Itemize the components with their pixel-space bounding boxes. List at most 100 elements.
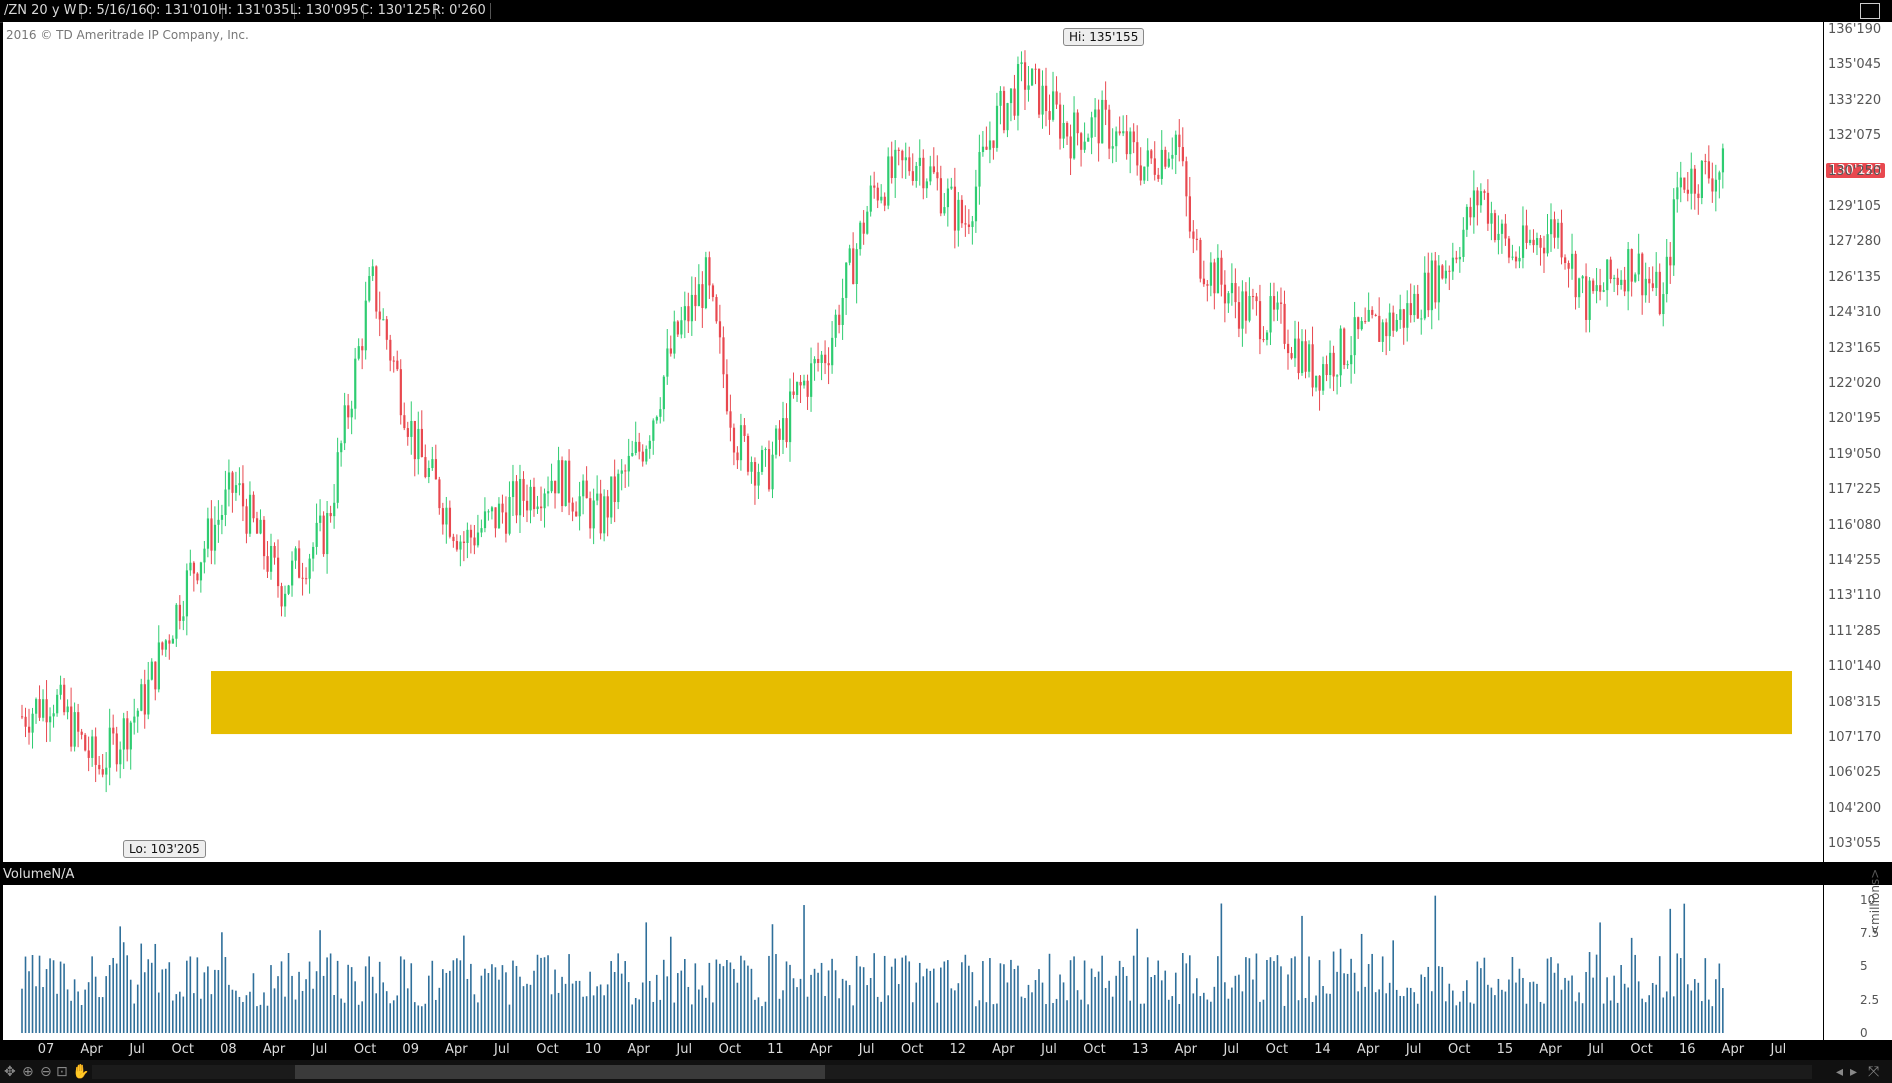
candle-body xyxy=(918,157,921,166)
volume-bar xyxy=(431,960,434,1033)
reset-zoom-icon[interactable]: ⤧ xyxy=(1868,1064,1880,1080)
candle-body xyxy=(694,294,697,307)
time-tick-label: 15 xyxy=(1496,1042,1514,1057)
candle-body xyxy=(1528,239,1532,243)
volume-bar xyxy=(964,954,967,1033)
volume-bar xyxy=(361,1001,363,1033)
volume-bar xyxy=(1529,982,1531,1033)
candle-body xyxy=(1097,109,1100,144)
candle-body xyxy=(792,391,795,395)
zoom-fit-icon[interactable]: ⊡ xyxy=(56,1064,68,1080)
scroll-right-icon[interactable]: ▸ xyxy=(1850,1064,1858,1080)
scrollbar-thumb[interactable] xyxy=(295,1065,825,1079)
candle-body xyxy=(1027,85,1030,90)
price-tick-label: 135'045 xyxy=(1828,57,1882,73)
candle-body xyxy=(1150,150,1153,159)
candle-body xyxy=(326,513,329,555)
crosshair-icon[interactable]: ✥ xyxy=(4,1064,16,1080)
volume-bar xyxy=(1364,986,1366,1033)
volume-bar xyxy=(298,971,300,1033)
volume-bar xyxy=(1434,895,1437,1033)
candle-body xyxy=(631,452,634,456)
candle-body xyxy=(133,716,136,723)
chart-settings-icon[interactable] xyxy=(1860,3,1880,19)
candle-body xyxy=(122,718,125,750)
volume-bar xyxy=(491,964,493,1033)
volume-bar xyxy=(883,955,886,1033)
scroll-left-icon[interactable]: ◂ xyxy=(1836,1064,1844,1080)
time-axis[interactable]: 07 Apr Jul Oct 08 Apr Jul Oct 09 Apr Jul Oct 10 Apr Ju… xyxy=(0,1040,1892,1060)
volume-bar xyxy=(238,996,241,1033)
volume-bar xyxy=(613,971,616,1033)
volume-bar xyxy=(547,955,549,1033)
zoom-out-icon[interactable]: ⊖ xyxy=(40,1064,52,1080)
volume-bar xyxy=(585,996,588,1033)
volume-bar xyxy=(52,960,55,1033)
volume-tick-label: 7.5 xyxy=(1860,926,1880,940)
volume-axis[interactable] xyxy=(1823,885,1892,1040)
candle-body xyxy=(1567,263,1570,269)
volume-bar xyxy=(210,994,213,1033)
candle-body xyxy=(273,545,276,558)
candle-body xyxy=(24,716,27,727)
candle-body xyxy=(196,573,199,581)
volume-bar xyxy=(1392,940,1394,1033)
volume-bar xyxy=(420,1006,423,1033)
volume-bar xyxy=(1255,953,1258,1033)
volume-bar xyxy=(841,978,844,1033)
candle-body xyxy=(796,381,799,395)
candle-body xyxy=(1006,103,1009,131)
candle-body xyxy=(774,428,778,455)
candle-body xyxy=(143,684,146,715)
candle-body xyxy=(848,248,851,263)
volume-bar xyxy=(38,955,41,1033)
pan-hand-icon[interactable]: ✋ xyxy=(72,1064,90,1080)
volume-bar xyxy=(449,970,451,1033)
volume-bar xyxy=(498,979,500,1033)
volume-bar xyxy=(1231,987,1233,1033)
volume-bar xyxy=(179,991,181,1033)
volume-bar xyxy=(214,969,216,1033)
symbol-label[interactable]: /ZN 20 y W xyxy=(0,3,82,19)
candle-body xyxy=(1181,147,1184,162)
price-panel[interactable]: 2016 © TD Ameritrade IP Company, Inc. Hi… xyxy=(0,22,1892,862)
volume-panel[interactable]: 10 7.5 5 2.5 0 <millions> xyxy=(0,869,1892,1040)
candle-body xyxy=(1704,160,1707,162)
candle-body xyxy=(63,684,66,713)
time-tick-label: Apr xyxy=(1174,1042,1197,1057)
volume-bar xyxy=(417,1005,420,1033)
candle-body xyxy=(424,457,427,478)
volume-bar xyxy=(378,961,381,1033)
volume-bar xyxy=(273,988,276,1033)
candle-body xyxy=(1002,90,1006,131)
candle-body xyxy=(1066,122,1069,137)
candle-body xyxy=(1539,238,1542,248)
price-tick-label: 103'055 xyxy=(1828,836,1882,852)
price-axis[interactable] xyxy=(1823,22,1892,862)
time-tick-label: 11 xyxy=(767,1042,784,1057)
volume-bar xyxy=(252,973,255,1033)
volume-bar xyxy=(631,1004,633,1033)
volume-bar xyxy=(1087,1004,1089,1033)
volume-bar xyxy=(1262,999,1265,1033)
candle-body xyxy=(1665,256,1668,295)
candle-body xyxy=(1206,284,1209,286)
volume-bar xyxy=(319,930,321,1033)
volume-bar xyxy=(1532,981,1535,1033)
candle-body xyxy=(950,186,953,189)
candle-body xyxy=(224,489,227,516)
volume-bar xyxy=(112,957,114,1033)
candle-body xyxy=(1087,137,1090,142)
volume-bar xyxy=(1613,975,1615,1033)
candle-body xyxy=(929,166,932,182)
candle-body xyxy=(1711,178,1714,192)
candle-body xyxy=(1209,262,1213,286)
candle-body xyxy=(1532,239,1535,246)
zoom-in-icon[interactable]: ⊕ xyxy=(22,1064,34,1080)
volume-bar xyxy=(266,1005,269,1033)
candle-body xyxy=(70,706,73,747)
volume-bar xyxy=(918,962,921,1033)
candle-body xyxy=(1620,279,1623,285)
candle-body xyxy=(1718,172,1721,180)
candle-body xyxy=(1697,193,1700,199)
